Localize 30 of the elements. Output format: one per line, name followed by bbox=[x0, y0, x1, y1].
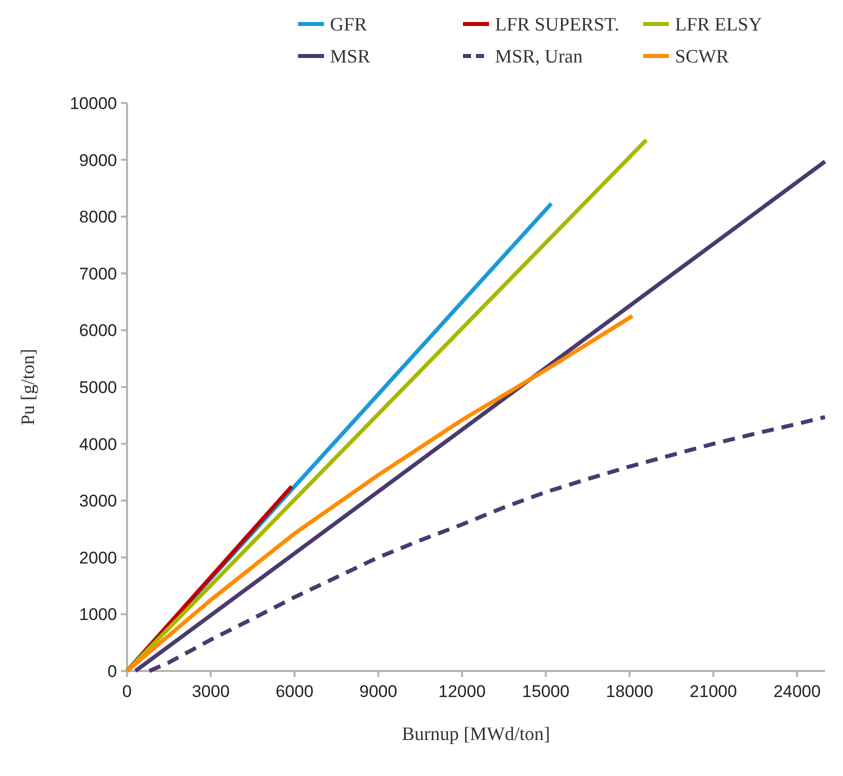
line-series bbox=[125, 314, 634, 673]
x-tick-label: 0 bbox=[122, 682, 132, 701]
y-tick-label: 6000 bbox=[79, 321, 117, 340]
y-tick-label: 4000 bbox=[79, 434, 117, 454]
x-tick-label: 12000 bbox=[438, 682, 486, 701]
y-tick-label: 1000 bbox=[79, 605, 117, 624]
legend-label: MSR bbox=[330, 46, 370, 68]
x-tick-label: 21000 bbox=[690, 682, 737, 701]
y-tick-label: 7000 bbox=[79, 264, 117, 284]
y-tick-label: 3000 bbox=[79, 492, 117, 511]
line-series bbox=[147, 415, 827, 673]
legend-label: LFR SUPERST. bbox=[495, 14, 620, 36]
x-tick-label: 18000 bbox=[606, 682, 654, 701]
legend-label: GFR bbox=[330, 14, 368, 36]
x-tick-label: 24000 bbox=[773, 682, 821, 701]
y-tick-label: 2000 bbox=[79, 548, 117, 568]
y-tick-label: 10000 bbox=[70, 94, 117, 113]
y-tick-label: 8000 bbox=[79, 208, 117, 227]
y-tick-label: 9000 bbox=[79, 150, 117, 170]
y-tick-label: 5000 bbox=[79, 378, 117, 397]
x-tick-label: 6000 bbox=[276, 682, 314, 701]
x-axis-title: Burnup [MWd/ton] bbox=[402, 724, 550, 745]
legend-label: LFR ELSY bbox=[675, 14, 762, 36]
x-tick-label: 9000 bbox=[359, 682, 398, 701]
y-tick-label: 0 bbox=[108, 662, 117, 681]
legend-label: MSR, Uran bbox=[495, 46, 584, 68]
x-tick-label: 3000 bbox=[192, 682, 230, 701]
legend-label: SCWR bbox=[675, 46, 730, 68]
y-axis-title: Pu [g/ton] bbox=[18, 348, 39, 426]
x-tick-label: 15000 bbox=[522, 682, 570, 701]
